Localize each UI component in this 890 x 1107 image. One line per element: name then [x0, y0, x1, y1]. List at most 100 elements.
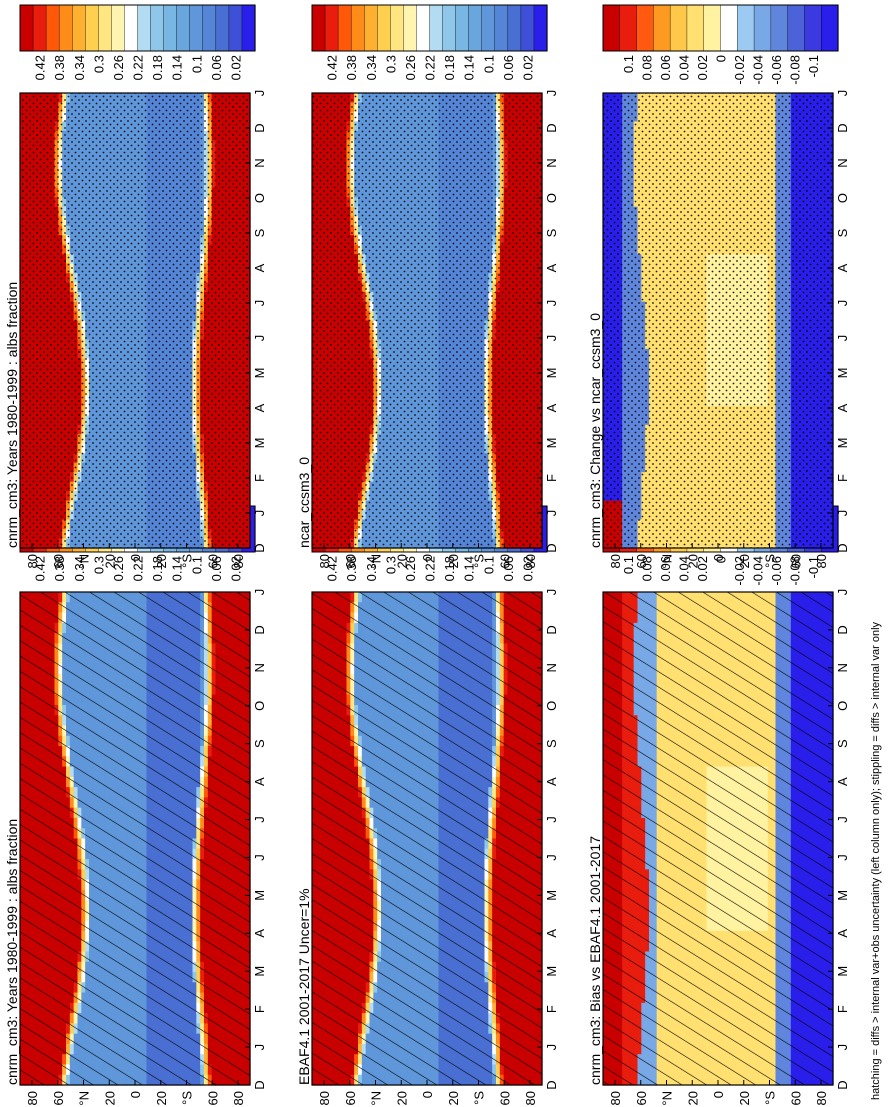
colorbar-label: 0.14 [170, 556, 185, 581]
colorbar-label: 0.02 [228, 556, 243, 581]
y-tick-label: 80 [608, 1091, 623, 1105]
x-tick-label: D [544, 123, 559, 132]
x-tick-label: J [544, 589, 559, 596]
x-tick-label: A [252, 777, 267, 786]
colorbar-label: 0.14 [170, 55, 185, 80]
y-tick-label: 60 [788, 1091, 803, 1105]
y-tick-label: 60 [51, 1091, 66, 1105]
colorbar-label: -0.08 [787, 556, 802, 586]
chart-title: cnrm_cm3: Change vs ncar_ccsm3_0 [587, 313, 603, 548]
chart-panel-1: cnrm_cm3: Years 1980-1999 : albs fractio… [4, 505, 267, 1106]
x-tick-label: D [252, 543, 267, 552]
x-tick-label: S [252, 739, 267, 748]
x-tick-label: O [835, 701, 850, 711]
colorbar-label: -0.06 [769, 556, 784, 586]
x-tick-label: S [252, 228, 267, 237]
x-tick-label: M [835, 890, 850, 901]
x-tick-label: J [252, 1044, 267, 1051]
x-tick-label: F [544, 474, 559, 482]
colorbar-label: 0.42 [33, 556, 48, 581]
colorbar-label: 0.26 [111, 556, 126, 581]
x-tick-label: J [835, 816, 850, 823]
y-tick-label: 60 [205, 1091, 220, 1105]
y-tick-label: 80 [814, 554, 829, 568]
x-tick-label: J [835, 300, 850, 307]
colorbar-label: 0.08 [640, 55, 655, 80]
colorbar-label: 0.1 [189, 55, 204, 73]
x-tick-label: A [835, 929, 850, 938]
y-tick-label: 20 [446, 1091, 461, 1105]
x-tick-label: A [544, 777, 559, 786]
colorbar-label: 0.02 [228, 55, 243, 80]
colorbar-label: 0.06 [501, 556, 516, 581]
x-tick-label: A [252, 403, 267, 412]
colorbar-label: 0.1 [481, 556, 496, 574]
x-tick-label: M [252, 966, 267, 977]
x-tick-label: O [252, 193, 267, 203]
colorbar-label: 0.34 [72, 55, 87, 80]
colorbar-label: -0.04 [750, 556, 765, 586]
y-tick-label: 60 [343, 554, 358, 568]
x-tick-label: D [835, 625, 850, 634]
y-tick-label: 60 [634, 554, 649, 568]
colorbar-label: 0.22 [423, 556, 438, 581]
colorbar-label: 0.26 [111, 55, 126, 80]
y-tick-label: 20 [102, 554, 117, 568]
y-tick-label: 60 [51, 554, 66, 568]
y-tick-label: 20 [446, 554, 461, 568]
colorbar-label: 0.02 [695, 55, 710, 80]
x-tick-label: A [544, 403, 559, 412]
colorbar-label: 0.18 [442, 556, 457, 581]
colorbar-label: -0.06 [769, 55, 784, 85]
x-tick-label: J [252, 510, 267, 517]
x-tick-label: M [252, 438, 267, 449]
y-tick-label: 60 [343, 1091, 358, 1105]
chart-title: ncar_ccsm3_0 [296, 457, 312, 548]
chart-panel-5: cnrm_cm3: Bias vs EBAF4.1 2001-2017 D J F M A… [587, 505, 850, 1106]
y-tick-label: 20 [394, 1091, 409, 1105]
x-tick-label: J [544, 90, 559, 97]
footnote: hatching = diffs > internal var+obs unce… [870, 621, 882, 1100]
colorbar-label: 0.42 [33, 55, 48, 80]
y-tick-label: 80 [231, 1091, 246, 1105]
y-tick-label: °N [77, 1091, 92, 1106]
x-tick-label: N [835, 663, 850, 672]
y-tick-label: °N [660, 1091, 675, 1106]
x-tick-label: J [835, 90, 850, 97]
x-tick-label: D [544, 543, 559, 552]
colorbar-label: 0.26 [403, 55, 418, 80]
x-tick-label: F [835, 1005, 850, 1013]
y-tick-label: 20 [154, 554, 169, 568]
x-tick-label: J [544, 854, 559, 861]
x-tick-label: S [835, 228, 850, 237]
x-tick-label: A [252, 263, 267, 272]
colorbar-label: 0.3 [383, 556, 398, 574]
x-tick-label: J [252, 854, 267, 861]
y-tick-label: 20 [102, 1091, 117, 1105]
colorbar-label: 0.22 [131, 55, 146, 80]
y-tick-label: °S [472, 1091, 487, 1105]
y-tick-label: 80 [25, 1091, 40, 1105]
y-tick-label: 0 [128, 1091, 143, 1098]
chart-title: cnrm_cm3: Years 1980-1999 : albs fractio… [4, 282, 20, 548]
x-tick-label: N [252, 158, 267, 167]
colorbar-label: -0.04 [750, 55, 765, 85]
x-tick-label: D [544, 625, 559, 634]
colorbar-label: 0.1 [621, 556, 636, 574]
colorbar-label: 0.1 [481, 55, 496, 73]
x-tick-label: F [544, 1005, 559, 1013]
x-tick-label: D [835, 1080, 850, 1089]
colorbar-label: 0.18 [442, 55, 457, 80]
hatching-overlay [20, 592, 250, 1085]
x-tick-label: M [544, 966, 559, 977]
x-tick-label: J [252, 90, 267, 97]
y-tick-label: 80 [317, 554, 332, 568]
colorbar-label: 0.14 [462, 55, 477, 80]
colorbar-label: 0 [714, 556, 729, 563]
y-tick-label: °S [763, 554, 778, 568]
hatching-overlay [312, 592, 542, 1085]
x-tick-label: A [835, 777, 850, 786]
y-tick-label: 20 [737, 554, 752, 568]
colorbar-label: -0.1 [806, 55, 821, 77]
x-tick-label: J [544, 335, 559, 342]
